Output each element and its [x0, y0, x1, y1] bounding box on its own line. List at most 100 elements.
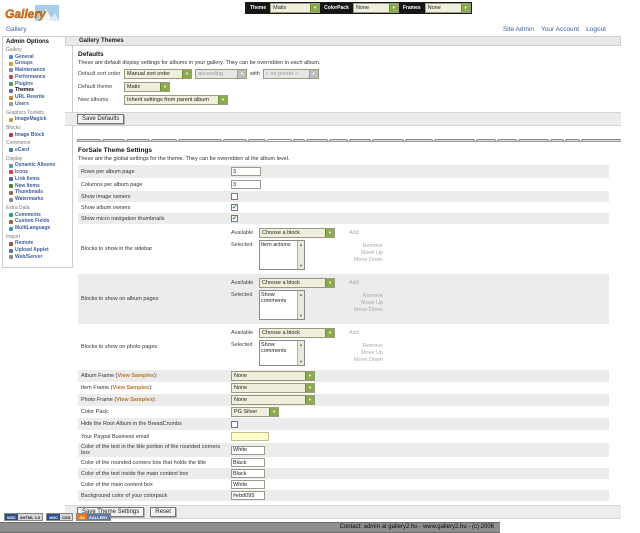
frames-select[interactable]: None ▼: [424, 3, 471, 13]
theme-tab[interactable]: Nature: [348, 139, 371, 141]
gallery-logo[interactable]: Gallery: [5, 3, 61, 25]
listbox-scrollbar[interactable]: ▲ ▼: [297, 291, 304, 319]
theme-tab[interactable]: EclecticThreads: [177, 139, 223, 141]
album-available-block-select[interactable]: Choose a block ▼: [259, 278, 335, 288]
color-content-text-input[interactable]: [231, 469, 265, 478]
theme-tab[interactable]: Classic: [126, 139, 150, 141]
gallery2-badge[interactable]: G2 GALLERY: [76, 513, 111, 521]
theme-tab[interactable]: Carbon: [101, 139, 126, 141]
photo-move-up-link[interactable]: Move Up: [360, 350, 383, 356]
breadcrumb[interactable]: Gallery: [6, 26, 27, 33]
theme-tab[interactable]: PGtheme: [405, 139, 434, 141]
listbox-scrollbar[interactable]: ▲ ▼: [297, 241, 304, 269]
photo-remove-block-link[interactable]: Remove: [362, 343, 383, 349]
sidebar-remove-block-link[interactable]: Remove: [362, 243, 383, 249]
sidebar-item-web-server[interactable]: Web/Server: [6, 254, 71, 261]
site-admin-link[interactable]: Site Admin: [502, 26, 535, 33]
color-title-box-input[interactable]: [231, 458, 265, 467]
album-selected-blocks-list[interactable]: Show comments ▲ ▼: [259, 290, 305, 320]
sidebar-item-new-items[interactable]: New Items: [6, 183, 71, 190]
theme-tab[interactable]: Hybrid: [306, 139, 329, 141]
photo-frame-view-samples-link[interactable]: View Samples: [116, 397, 153, 403]
sidebar-item-themes[interactable]: Themes: [6, 87, 71, 94]
your-account-link[interactable]: Your Account: [541, 26, 580, 33]
theme-tab[interactable]: G1: [292, 139, 306, 141]
save-defaults-button[interactable]: Save Defaults: [77, 114, 125, 124]
colorpack-select[interactable]: None ▼: [352, 3, 399, 13]
album-frame-select[interactable]: None ▼: [231, 371, 315, 381]
sidebar-item-general[interactable]: General: [6, 54, 71, 61]
css-badge[interactable]: W3C CSS: [46, 513, 74, 521]
sidebar-item-remote[interactable]: Remote: [6, 240, 71, 247]
listbox-scrollbar[interactable]: ▲ ▼: [297, 341, 304, 365]
theme-tab[interactable]: Tan: [549, 139, 565, 141]
sidebar-item-ecard[interactable]: eCard: [6, 147, 71, 154]
color-background-input[interactable]: [231, 491, 265, 500]
sidebar-item-link-items[interactable]: Link Items: [6, 176, 71, 183]
photo-add-block-link[interactable]: Add: [349, 330, 359, 336]
theme-tab[interactable]: Ajaxian: [77, 139, 101, 141]
sidebar-selected-blocks-list[interactable]: Item actions ▲ ▼: [259, 240, 305, 270]
sidebar-move-down-link[interactable]: Move Down: [353, 257, 383, 263]
reset-button[interactable]: Reset: [150, 507, 176, 517]
sidebar-item-dynamic-albums[interactable]: Dynamic Albums: [6, 162, 71, 169]
sidebar-move-up-link[interactable]: Move Up: [360, 250, 383, 256]
album-frame-view-samples-link[interactable]: View Samples: [117, 373, 154, 379]
hide-root-checkbox[interactable]: [231, 420, 238, 428]
sidebar-item-groups[interactable]: Groups: [6, 60, 71, 67]
sidebar-item-watermarks[interactable]: Watermarks: [6, 196, 71, 203]
sidebar-item-url-rewrite[interactable]: URL Rewrite: [6, 94, 71, 101]
sort-direction-select[interactable]: ascending ▼: [195, 69, 247, 79]
theme-tab[interactable]: SplatBang: [518, 139, 549, 141]
cols-per-page-input[interactable]: [231, 180, 261, 189]
sidebar-item-upload-applet[interactable]: Upload Applet: [6, 247, 71, 254]
sidebar-add-block-link[interactable]: Add: [349, 230, 359, 236]
color-pack-select[interactable]: PG Silver ▼: [231, 407, 279, 417]
sidebar-item-image-block[interactable]: Image Block: [6, 132, 71, 139]
album-move-up-link[interactable]: Move Up: [360, 300, 383, 306]
theme-tab[interactable]: Slider: [497, 139, 518, 141]
new-albums-select[interactable]: Inherit settings from parent album ▼: [124, 95, 228, 105]
photo-selected-blocks-list[interactable]: Show comments ▲ ▼: [259, 340, 305, 366]
theme-tab[interactable]: Matix: [329, 139, 348, 141]
theme-tab[interactable]: Copyleft: [150, 139, 177, 141]
photo-move-down-link[interactable]: Move Down: [353, 357, 383, 363]
show-image-owners-checkbox[interactable]: [231, 193, 238, 200]
show-album-owners-checkbox[interactable]: ✔: [231, 204, 238, 211]
paypal-email-input[interactable]: [231, 432, 269, 441]
logout-link[interactable]: Logout: [586, 26, 606, 33]
album-add-block-link[interactable]: Add: [349, 280, 359, 286]
color-title-text-input[interactable]: [231, 445, 265, 455]
item-frame-select[interactable]: None ▼: [231, 383, 315, 393]
sidebar-item-multilanguage[interactable]: MultiLanguage: [6, 225, 71, 232]
sort-preset-select[interactable]: « no preset » ▼: [262, 69, 319, 79]
sidebar-item-maintenance[interactable]: Maintenance: [6, 67, 71, 74]
default-theme-select[interactable]: Matix ▼: [124, 82, 170, 92]
sidebar-item-performance[interactable]: Performance: [6, 74, 71, 81]
theme-tab[interactable]: Fluid: [248, 139, 267, 141]
xhtml-badge[interactable]: W3C XHTML 1.0: [4, 513, 44, 521]
sidebar-available-block-select[interactable]: Choose a block ▼: [259, 228, 335, 238]
show-micro-nav-checkbox[interactable]: ✔: [231, 215, 238, 222]
theme-tab[interactable]: Floatrix: [223, 139, 248, 141]
rows-per-page-input[interactable]: [231, 167, 261, 176]
photo-available-block-select[interactable]: Choose a block ▼: [259, 328, 335, 338]
sidebar-item-icons[interactable]: Icons: [6, 169, 71, 176]
sidebar-item-comments[interactable]: Comments: [6, 212, 71, 219]
theme-tab[interactable]: Tile: [565, 139, 580, 141]
sidebar-item-users[interactable]: Users: [6, 101, 71, 108]
item-frame-view-samples-link[interactable]: View Samples: [112, 385, 150, 391]
album-remove-block-link[interactable]: Remove: [362, 293, 383, 299]
sidebar-item-thumbnails[interactable]: Thumbnails: [6, 189, 71, 196]
theme-select[interactable]: Matix ▼: [270, 3, 321, 13]
sidebar-item-plugins[interactable]: Plugins: [6, 81, 71, 88]
theme-tab[interactable]: PGlightbox: [371, 139, 405, 141]
default-sort-order-select[interactable]: Manual sort order ▼: [124, 69, 192, 79]
album-move-down-link[interactable]: Move Down: [353, 307, 383, 313]
sidebar-item-custom-fields[interactable]: Custom Fields: [6, 218, 71, 225]
theme-tab-selected[interactable]: ForSale: [267, 139, 292, 141]
sidebar-item-imagemagick[interactable]: ImageMagick: [6, 116, 71, 123]
theme-tab[interactable]: WordpressEmbedded: [580, 139, 621, 141]
color-content-box-input[interactable]: [231, 480, 265, 489]
theme-tab[interactable]: Siriux: [476, 139, 497, 141]
